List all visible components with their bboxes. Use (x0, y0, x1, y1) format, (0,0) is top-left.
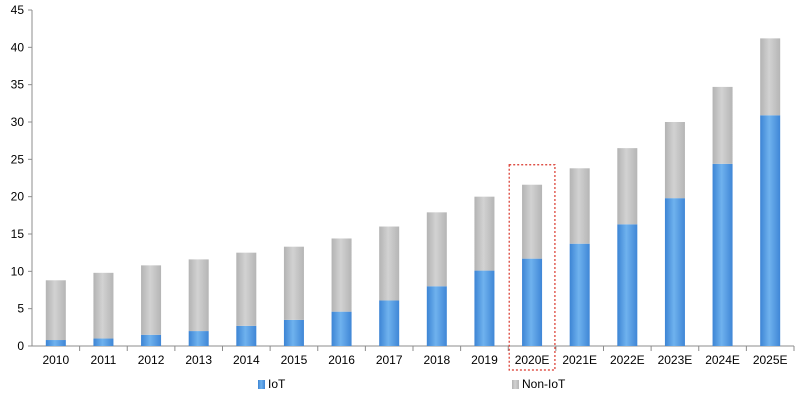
bar-iot-2016 (331, 311, 352, 346)
bar-iot-2015 (283, 319, 304, 346)
bar-iot-2020e (522, 258, 543, 346)
x-tick-label: 2023E (658, 353, 693, 367)
bars (45, 38, 781, 346)
bar-iot-2019 (474, 270, 495, 346)
bar-non-iot-2021e (569, 168, 590, 244)
highlight (508, 164, 556, 371)
bar-non-iot-2017 (379, 226, 400, 301)
y-tick-label: 35 (11, 78, 25, 92)
x-tick-label: 2021E (562, 353, 597, 367)
x-tick-label: 2010 (42, 353, 69, 367)
highlight-box-2020e (508, 164, 556, 371)
x-tick-label: 2025E (753, 353, 788, 367)
y-tick-label: 30 (11, 115, 25, 129)
bar-non-iot-2010 (45, 280, 66, 341)
x-tick-label: 2018 (423, 353, 450, 367)
bar-non-iot-2023e (664, 122, 685, 199)
bar-iot-2011 (93, 338, 114, 346)
x-tick-label: 2011 (91, 353, 117, 367)
legend-swatch-iot (258, 380, 265, 389)
bar-non-iot-2019 (474, 196, 495, 271)
x-tick-label: 2022E (610, 353, 645, 367)
bar-non-iot-2014 (236, 252, 257, 326)
y-tick-label: 15 (11, 227, 25, 241)
bar-non-iot-2013 (188, 259, 209, 332)
bar-iot-2012 (141, 334, 162, 346)
x-tick-label: 2017 (376, 353, 403, 367)
bar-non-iot-2020e (522, 184, 543, 259)
x-tick-label: 2019 (471, 353, 498, 367)
y-tick-label: 45 (11, 3, 25, 17)
legend-label-iot: IoT (268, 377, 286, 391)
x-tick-label: 2016 (328, 353, 355, 367)
y-tick-label: 40 (11, 40, 25, 54)
bar-iot-2023e (664, 198, 685, 346)
legend-label-non-iot: Non-IoT (522, 377, 566, 391)
y-tick-label: 25 (11, 152, 25, 166)
bar-non-iot-2024e (712, 86, 733, 164)
x-tick-label: 2012 (138, 353, 165, 367)
x-tick-label: 2020E (515, 353, 550, 367)
legend-swatch-non-iot (512, 380, 519, 389)
y-tick-label: 20 (11, 190, 25, 204)
bar-non-iot-2011 (93, 272, 114, 339)
y-tick-label: 10 (11, 264, 25, 278)
x-tick-label: 2015 (281, 353, 308, 367)
bar-non-iot-2022e (617, 148, 638, 225)
bar-iot-2018 (426, 286, 447, 346)
bar-iot-2013 (188, 331, 209, 346)
bar-non-iot-2016 (331, 238, 352, 312)
bar-iot-2025e (760, 115, 781, 346)
axes: 0 5 10 15 20 25 30 35 40 45 2010 2011 2012 2013 2014 20… (11, 3, 795, 367)
bar-iot-2022e (617, 224, 638, 346)
bar-iot-2024e (712, 163, 733, 346)
x-tick-label: 2013 (185, 353, 212, 367)
bar-iot-2010 (45, 340, 66, 346)
bar-non-iot-2018 (426, 212, 447, 287)
bar-iot-2017 (379, 300, 400, 346)
bar-non-iot-2015 (283, 246, 304, 320)
x-tick-label: 2024E (705, 353, 740, 367)
y-tick-label: 5 (17, 302, 24, 316)
x-tick-label: 2014 (233, 353, 260, 367)
bar-iot-2021e (569, 243, 590, 346)
bar-non-iot-2012 (141, 265, 162, 335)
bar-non-iot-2025e (760, 38, 781, 116)
y-tick-label: 0 (17, 339, 24, 353)
bar-iot-2014 (236, 325, 257, 346)
legend: IoT Non-IoT (258, 377, 566, 391)
